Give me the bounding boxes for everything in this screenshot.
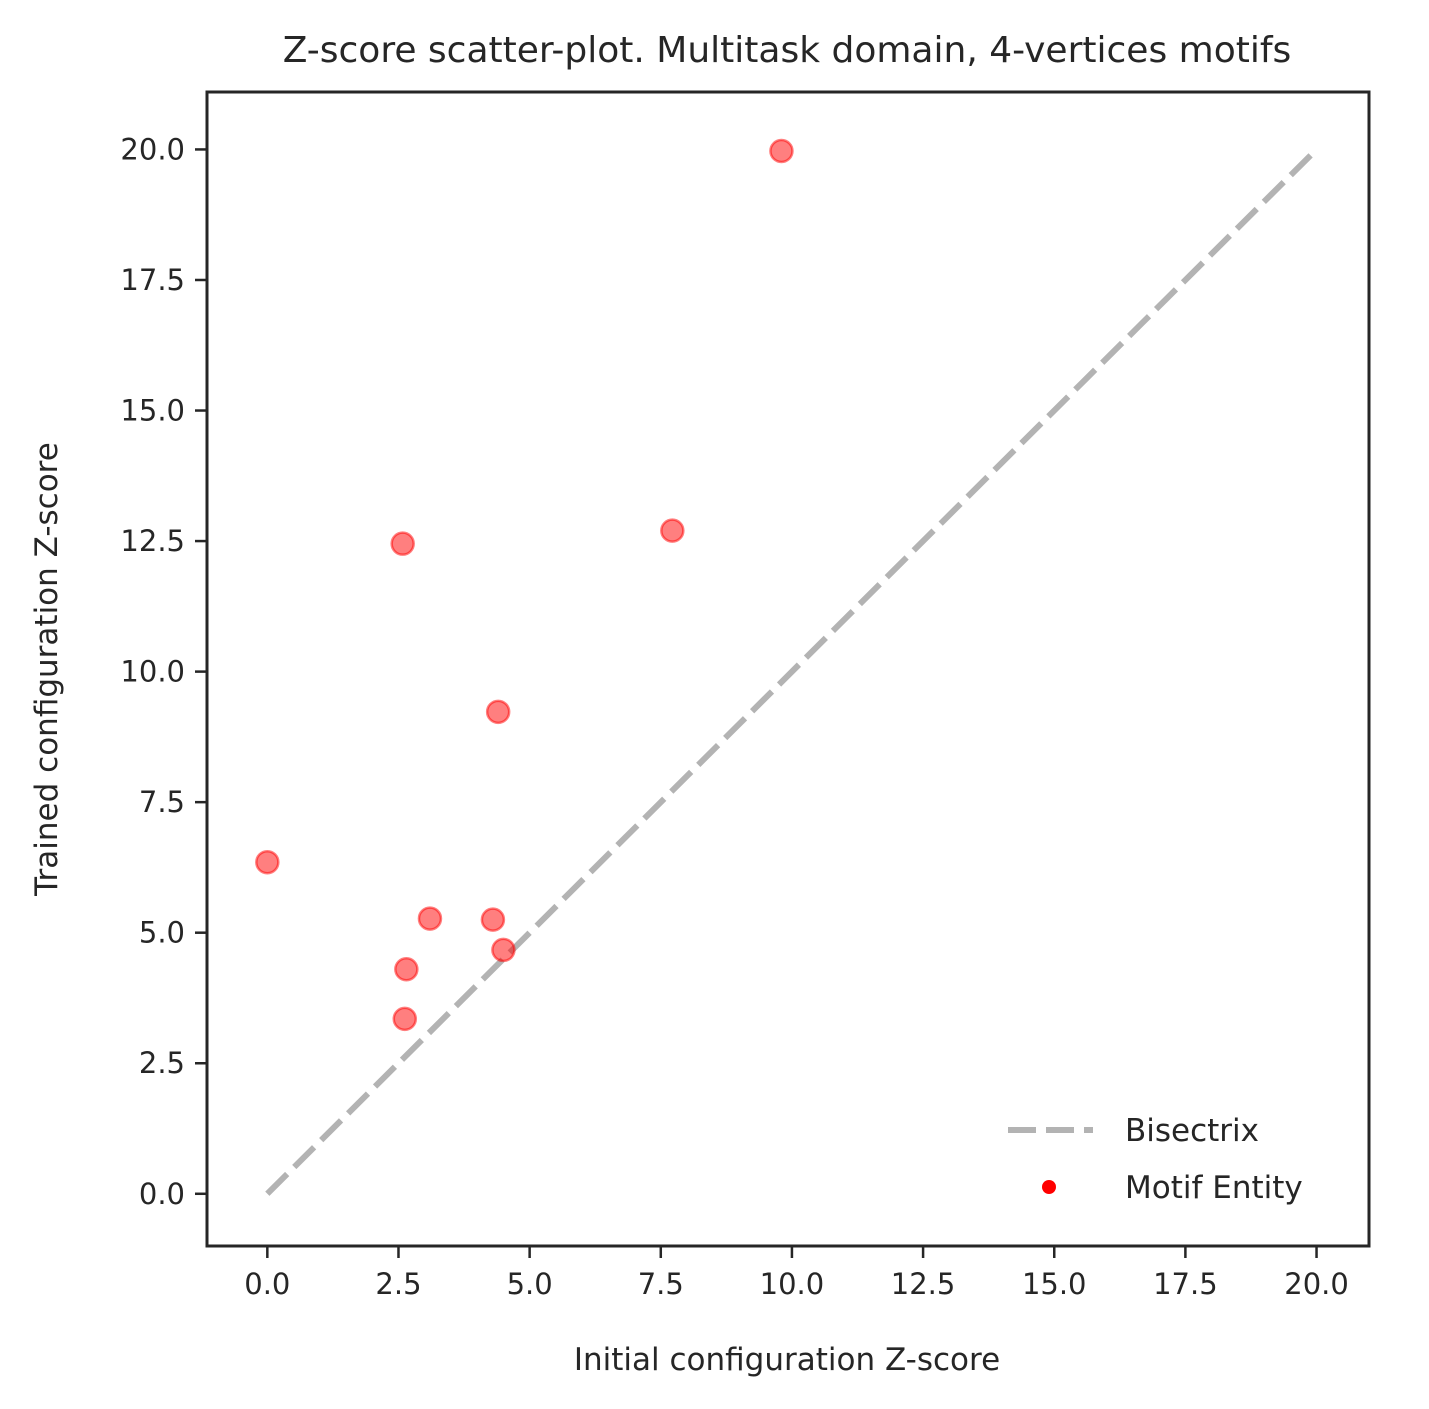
y-axis: 0.0 2.5 5.0 7.5 10.0 12.5 15.0 17.5 20.0 <box>120 132 207 1211</box>
motif-entity-point <box>491 937 516 963</box>
motif-entity-point <box>394 956 419 982</box>
legend-motif-entity-swatch <box>1042 1180 1056 1194</box>
y-tick-label: 10.0 <box>120 655 185 689</box>
x-tick-label: 0.0 <box>244 1267 290 1301</box>
x-tick-label: 15.0 <box>1022 1267 1087 1301</box>
motif-entity-point <box>392 1006 418 1032</box>
motif-entity-point <box>660 518 685 543</box>
x-tick-label: 5.0 <box>507 1267 553 1301</box>
x-axis: 0.0 2.5 5.0 7.5 10.0 12.5 15.0 17.5 20.0 <box>244 1246 1349 1301</box>
x-tick-label: 17.5 <box>1153 1267 1218 1301</box>
y-tick-label: 7.5 <box>139 785 185 819</box>
y-tick-label: 20.0 <box>120 132 185 166</box>
y-tick-label: 2.5 <box>139 1046 185 1080</box>
motif-entity-point <box>480 907 506 932</box>
legend-motif-entity-label: Motif Entity <box>1125 1170 1303 1206</box>
motif-entity-point <box>390 531 415 556</box>
x-tick-label: 10.0 <box>760 1267 825 1301</box>
x-tick-label: 7.5 <box>638 1267 684 1301</box>
y-tick-label: 12.5 <box>120 524 185 558</box>
motif-entity-point <box>255 849 280 875</box>
motif-entity-point <box>417 906 443 931</box>
x-tick-label: 2.5 <box>375 1267 421 1301</box>
y-tick-label: 15.0 <box>120 394 185 428</box>
bisectrix-line <box>265 147 1319 1196</box>
y-tick-label: 5.0 <box>139 916 185 950</box>
chart-title: Z-score scatter-plot. Multitask domain, … <box>283 30 1292 71</box>
plot-area <box>255 138 1319 1196</box>
y-axis-label: Trained configuration Z-score <box>29 442 65 897</box>
x-tick-label: 12.5 <box>891 1267 956 1301</box>
legend-bisectrix-label: Bisectrix <box>1125 1113 1259 1149</box>
motif-entity-point <box>485 699 511 725</box>
x-tick-label: 20.0 <box>1284 1267 1349 1301</box>
y-tick-label: 0.0 <box>139 1177 185 1211</box>
legend: Bisectrix Motif Entity <box>1008 1113 1303 1206</box>
motif-entity-point <box>769 138 794 164</box>
plot-frame <box>205 90 1371 1248</box>
y-tick-label: 17.5 <box>120 263 185 297</box>
x-axis-label: Initial configuration Z-score <box>574 1342 1000 1378</box>
